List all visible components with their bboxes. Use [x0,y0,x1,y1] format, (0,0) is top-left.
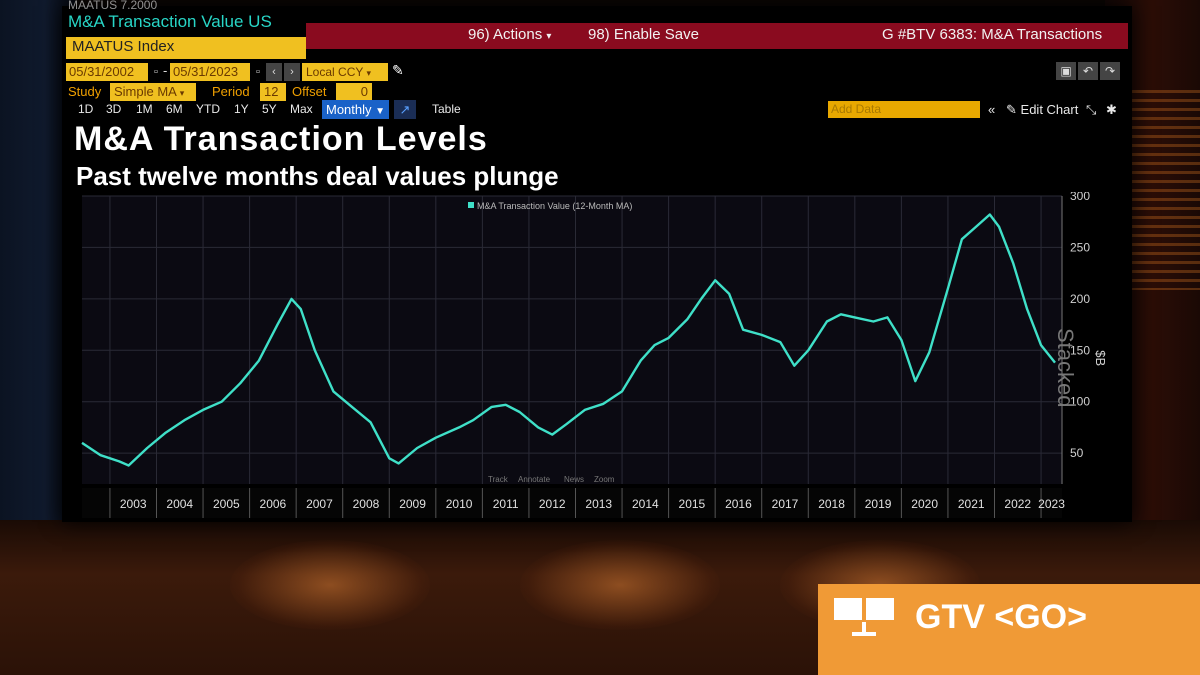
y-axis-label: $B [1093,350,1108,366]
series-line [81,213,1056,467]
floor-spotlight [520,540,720,630]
pencil-icon[interactable]: ✎ [392,62,404,78]
chart-window-icon[interactable]: ▣ [1056,62,1076,80]
collapse-icon[interactable]: « [988,102,996,117]
range-3d[interactable]: 3D [106,102,122,116]
x-tick-label: 2009 [399,497,426,511]
chevron-down-icon: ▾ [366,68,372,78]
chart-tool-track[interactable]: Track [488,475,509,484]
actions-menu[interactable]: 96) Actions ▾ [468,26,552,43]
redo-icon[interactable]: ↷ [1100,62,1120,80]
date-separator: - [163,63,168,78]
stacked-label: Stacked [1053,328,1078,408]
x-tick-label: 2011 [493,497,519,511]
x-tick-label: 2015 [679,497,706,511]
offset-input[interactable]: 0 [336,83,372,101]
chevron-down-icon: ▾ [546,31,552,42]
chart-title: M&A Transaction Levels [74,120,488,158]
resize-icon[interactable]: ⤡ [1086,102,1097,117]
currency-select[interactable]: Local CCY ▾ [302,63,388,81]
range-ytd[interactable]: YTD [196,102,220,116]
x-tick-label: 2020 [911,497,938,511]
study-label: Study [68,84,102,99]
date-controls: 05/31/2002 ▫ - 05/31/2023 ▫ ‹ › Local CC… [66,62,1130,82]
chevron-down-icon: ▼ [375,106,386,117]
add-data-input[interactable]: Add Data [828,101,980,118]
x-tick-label: 2003 [120,497,147,511]
plot-background [82,196,1062,484]
x-axis-strip [82,488,1062,518]
gtv-go-label: GTV <GO> [915,598,1087,636]
offset-label: Offset [292,84,327,99]
x-tick-label: 2012 [539,497,566,511]
terminal-header: MAATUS 7.2000 M&A Transaction Value US M… [62,0,1132,62]
chart-container[interactable]: 50 100 150 200 250 300 $B 2003 2004 2005 2006 2007 2… [78,189,1132,522]
chart-tool-news[interactable]: News [564,475,584,484]
chevron-right-icon[interactable]: › [284,63,300,81]
floor-spotlight [230,540,430,630]
period-input[interactable]: 12 [260,83,286,101]
x-tick-label: 2018 [818,497,845,511]
table-button[interactable]: Table [432,102,461,116]
line-chart-icon[interactable]: ↗ [394,100,416,119]
legend-swatch [468,202,474,208]
studio-display-lights [1120,90,1200,290]
function-toolbar: 96) Actions ▾ 98) Enable Save G #BTV 638… [306,23,1128,49]
x-tick-label: 2005 [213,497,240,511]
calendar-icon[interactable]: ▫ [256,66,260,78]
security-input[interactable]: MAATUS Index [66,37,306,59]
chevron-left-icon[interactable]: ‹ [266,63,282,81]
gear-icon[interactable]: ✱ [1106,102,1117,117]
x-tick-label: 2007 [306,497,333,511]
x-tick-label: 2010 [446,497,473,511]
x-tick-label: 2013 [585,497,612,511]
chart-tool-zoom[interactable]: Zoom [594,475,615,484]
chart-tool-annotate[interactable]: Annotate [518,475,551,484]
y-tick-label: 150 [1070,343,1090,357]
x-tick-label: 2014 [632,497,659,511]
enable-save-button[interactable]: 98) Enable Save [588,26,699,43]
y-tick-label: 200 [1070,292,1090,306]
period-label: Period [212,84,250,99]
x-tick-label: 2006 [260,497,287,511]
chart-subtitle: Past twelve months deal values plunge [76,161,559,191]
x-tick-label: 2019 [865,497,892,511]
y-tick-label: 100 [1070,395,1090,409]
undo-icon[interactable]: ↶ [1078,62,1098,80]
function-title: G #BTV 6383: M&A Transactions [882,26,1103,43]
x-tick-label: 2021 [958,497,985,511]
y-tick-label: 50 [1070,446,1084,460]
legend-label: M&A Transaction Value (12-Month MA) [477,201,632,211]
ticker-quote: MAATUS 7.2000 [68,0,158,12]
x-tick-label: 2017 [772,497,799,511]
calendar-icon[interactable]: ▫ [154,66,158,78]
range-1y[interactable]: 1Y [234,102,249,116]
study-controls: Study Simple MA ▾ Period 12 Offset 0 [66,83,666,101]
monitor-wall-icon [834,598,894,636]
y-tick-label: 300 [1070,192,1090,203]
x-tick-label: 2023 [1038,497,1065,511]
y-tick-label: 250 [1070,240,1090,254]
line-chart[interactable]: 50 100 150 200 250 300 $B 2003 2004 2005 2006 2007 2… [78,189,1132,522]
range-6m[interactable]: 6M [166,102,183,116]
start-date-field[interactable]: 05/31/2002 [66,63,148,81]
range-max[interactable]: Max [290,102,313,116]
range-1m[interactable]: 1M [136,102,153,116]
gtv-go-bug: GTV <GO> [818,584,1200,675]
study-select[interactable]: Simple MA ▾ [110,83,196,101]
x-tick-label: 2008 [353,497,380,511]
bloomberg-terminal-screen: MAATUS 7.2000 M&A Transaction Value US M… [62,0,1132,522]
frequency-select[interactable]: Monthly ▼ [322,100,390,119]
range-1d[interactable]: 1D [78,102,94,116]
x-tick-label: 2004 [166,497,193,511]
pencil-icon: ✎ [1006,102,1017,117]
chevron-down-icon: ▾ [179,88,185,98]
edit-chart-button[interactable]: ✎ Edit Chart [1006,102,1079,117]
security-name: M&A Transaction Value US [68,12,272,31]
range-controls: 1D 3D 1M 6M YTD 1Y 5Y Max Monthly ▼ ↗ Ta… [66,100,1130,119]
range-5y[interactable]: 5Y [262,102,277,116]
end-date-field[interactable]: 05/31/2023 [170,63,250,81]
x-tick-label: 2016 [725,497,752,511]
x-tick-label: 2022 [1004,497,1031,511]
